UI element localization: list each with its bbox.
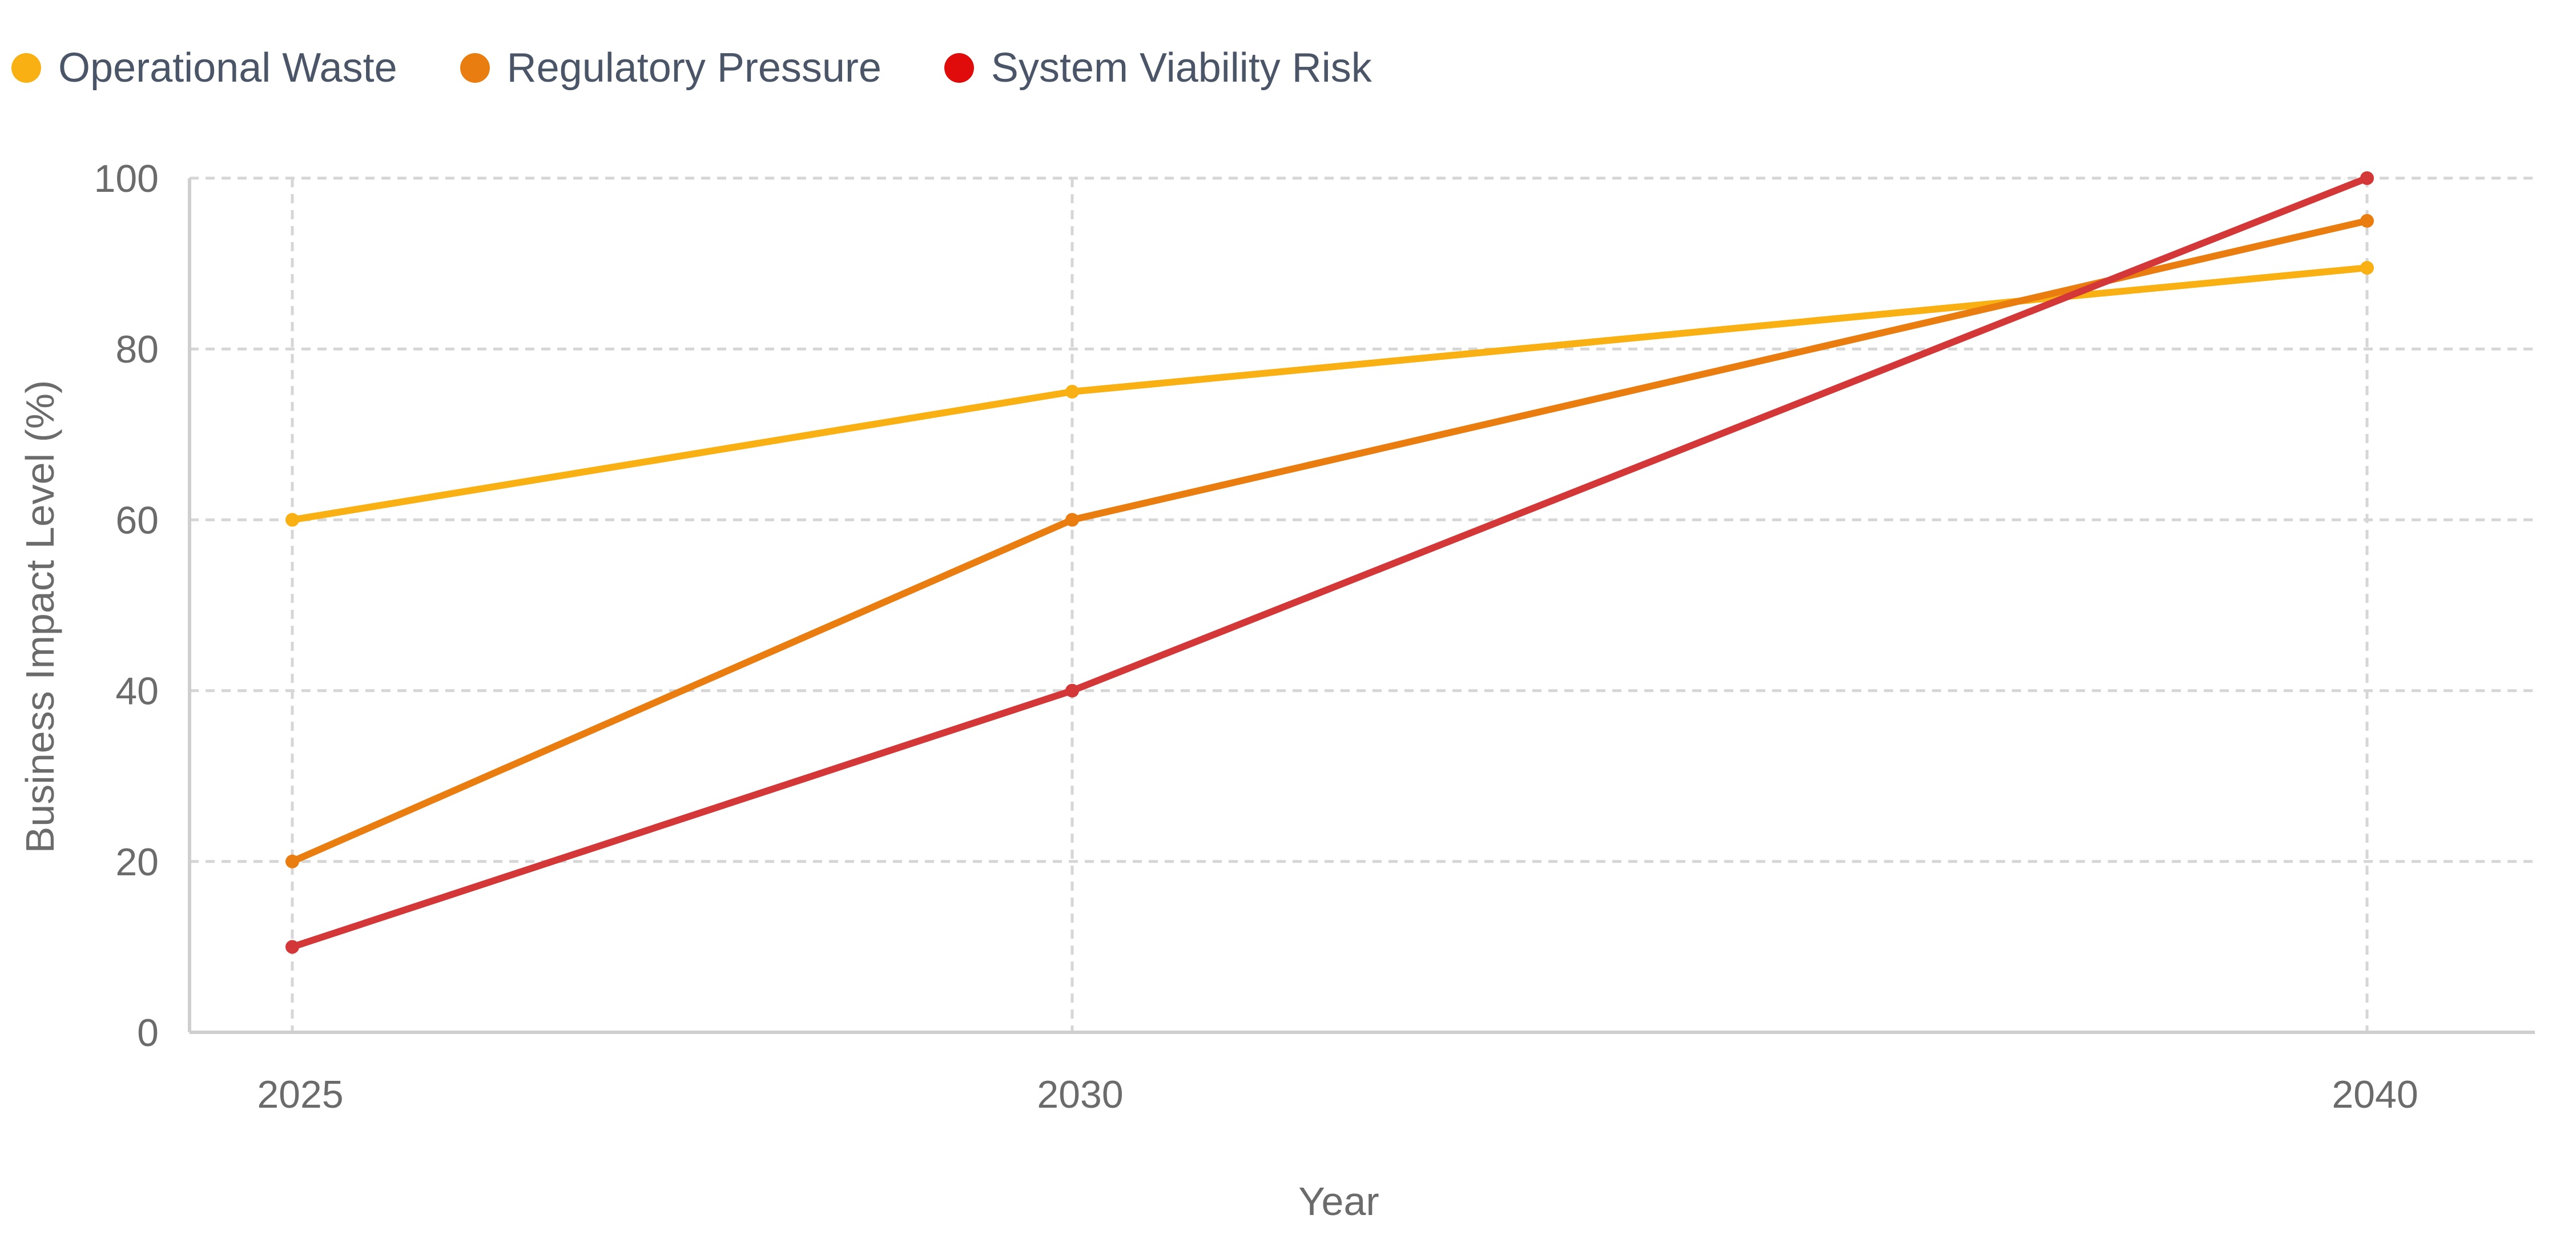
data-point-regulatory-pressure-2030[interactable] — [1065, 513, 1079, 527]
series-line-operational-waste[interactable] — [289, 264, 2370, 524]
legend-marker-system-viability-risk — [944, 53, 974, 83]
data-point-system-viability-risk-2030[interactable] — [1065, 683, 1079, 698]
axes — [188, 178, 2535, 1034]
data-point-regulatory-pressure-2025[interactable] — [285, 854, 299, 868]
series-regulatory-pressure — [285, 214, 2374, 868]
data-point-regulatory-pressure-2040[interactable] — [2360, 214, 2374, 228]
series-line-regulatory-pressure[interactable] — [289, 217, 2370, 865]
series-system-viability-risk — [285, 171, 2374, 954]
y-tick-label-100: 100 — [94, 157, 159, 200]
y-tick-label-60: 60 — [115, 498, 159, 542]
y-tick-label-80: 80 — [115, 328, 159, 371]
series-operational-waste — [285, 261, 2374, 527]
data-point-operational-waste-2030[interactable] — [1065, 385, 1079, 399]
legend-marker-operational-waste — [11, 53, 41, 83]
x-axis-title: Year — [1298, 1179, 1379, 1224]
data-point-system-viability-risk-2040[interactable] — [2360, 171, 2374, 185]
x-tick-label-2040: 2040 — [2332, 1073, 2418, 1116]
legend-label-system-viability-risk: System Viability Risk — [991, 45, 1372, 91]
y-tick-label-0: 0 — [137, 1011, 159, 1055]
y-tick-label-20: 20 — [115, 840, 159, 884]
legend-label-operational-waste: Operational Waste — [58, 45, 397, 91]
legend-marker-regulatory-pressure — [460, 53, 490, 83]
x-tick-labels: 2025 2030 2040 — [257, 1073, 2418, 1116]
series-group — [285, 171, 2374, 954]
x-tick-label-2025: 2025 — [257, 1073, 343, 1116]
legend-item-operational-waste[interactable]: Operational Waste — [11, 45, 397, 91]
y-tick-label-40: 40 — [115, 670, 159, 713]
data-point-operational-waste-2025[interactable] — [285, 513, 299, 527]
y-axis-title: Business Impact Level (%) — [18, 380, 62, 854]
data-point-system-viability-risk-2025[interactable] — [285, 940, 299, 954]
legend-item-system-viability-risk[interactable]: System Viability Risk — [944, 45, 1372, 91]
legend-item-regulatory-pressure[interactable]: Regulatory Pressure — [460, 45, 882, 91]
data-point-operational-waste-2040[interactable] — [2360, 261, 2374, 275]
y-tick-labels: 0 20 40 60 80 100 — [94, 157, 159, 1055]
legend-label-regulatory-pressure: Regulatory Pressure — [506, 45, 882, 91]
grid-lines — [190, 176, 2535, 1032]
x-tick-label-2030: 2030 — [1037, 1073, 1123, 1116]
chart-legend: Operational Waste Regulatory Pressure Sy… — [11, 45, 1435, 91]
